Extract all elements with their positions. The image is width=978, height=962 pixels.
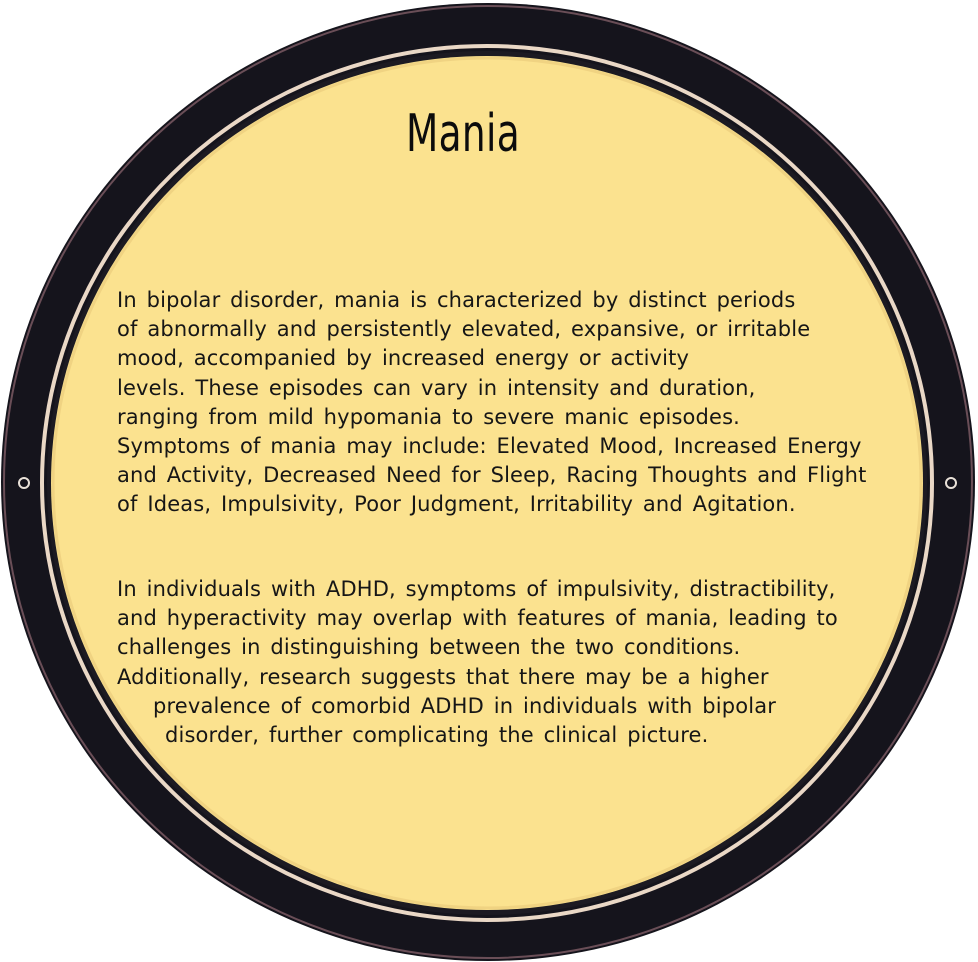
- paragraph-line: of Ideas, Impulsivity, Poor Judgment, Ir…: [117, 492, 796, 517]
- paragraph-line: disorder, further complicating the clini…: [165, 723, 709, 748]
- paragraph-line: of abnormally and persistently elevated,…: [117, 317, 811, 342]
- right-rivet-icon: [945, 477, 957, 489]
- inner-ring: [40, 44, 934, 922]
- paragraph-line: challenges in distinguishing between the…: [117, 635, 741, 660]
- paragraph-line: and hyperactivity may overlap with featu…: [117, 606, 838, 631]
- paragraph-line: prevalence of comorbid ADHD in individua…: [153, 693, 777, 718]
- paragraph-line: mood, accompanied by increased energy or…: [117, 346, 690, 371]
- paragraph-adhd-overlap: In individuals with ADHD, symptoms of im…: [117, 575, 838, 750]
- paragraph-line: ranging from mild hypomania to severe ma…: [117, 404, 741, 429]
- paragraph-line: and Activity, Decreased Need for Sleep, …: [117, 463, 867, 488]
- paragraph-line: In bipolar disorder, mania is characteri…: [117, 288, 796, 312]
- left-rivet-icon: [18, 477, 30, 489]
- paragraph-line: Symptoms of mania may include: Elevated …: [117, 434, 862, 459]
- paragraph-mania-description: In bipolar disorder, mania is characteri…: [117, 286, 867, 520]
- paragraph-line: In individuals with ADHD, symptoms of im…: [117, 577, 836, 601]
- face-shading: [51, 56, 923, 910]
- paragraph-line: levels. These episodes can vary in inten…: [117, 375, 756, 400]
- page-title: Mania: [405, 104, 521, 164]
- outer-rim-edge: [3, 5, 973, 959]
- medallion-face: [51, 56, 923, 910]
- paragraph-line: Additionally, research suggests that the…: [117, 664, 769, 689]
